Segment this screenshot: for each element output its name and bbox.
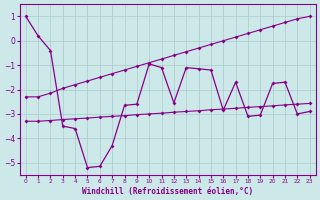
X-axis label: Windchill (Refroidissement éolien,°C): Windchill (Refroidissement éolien,°C) — [82, 187, 253, 196]
